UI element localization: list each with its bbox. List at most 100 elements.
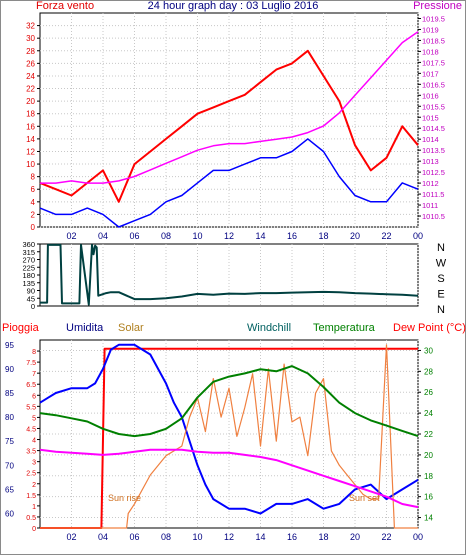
y-right-tick-label: 1018.5 xyxy=(422,36,445,45)
rain-tick-label: 2.5 xyxy=(26,471,36,478)
rain-tick-label: 1.5 xyxy=(26,493,36,500)
humidity-tick-label: 75 xyxy=(5,437,14,446)
x-tick-label: 14 xyxy=(255,231,265,241)
rain-tick-label: 3 xyxy=(32,460,36,467)
temp-tick-label: 18 xyxy=(424,472,433,481)
y-right-tick-label: 1015 xyxy=(422,113,439,122)
humidity-tick-label: 95 xyxy=(5,341,14,350)
direction-tick-label: 315 xyxy=(22,248,35,257)
legend-label: Pioggia xyxy=(2,322,40,334)
temp-tick-label: 14 xyxy=(424,514,433,523)
series-line-direzione xyxy=(40,243,419,306)
rain-tick-label: 6.5 xyxy=(26,382,36,389)
y-left-tick-label: 26 xyxy=(26,59,35,68)
temp-tick-label: 30 xyxy=(424,346,433,355)
series-line-solar xyxy=(40,344,418,529)
series-line-pressione xyxy=(40,31,419,184)
temp-tick-label: 16 xyxy=(424,493,433,502)
x-tick-label: 12 xyxy=(224,231,234,241)
x-tick-label: 12 xyxy=(224,532,234,542)
y-right-tick-label: 1013.5 xyxy=(422,146,445,155)
y-left-tick-label: 20 xyxy=(26,97,35,106)
y-left-tick-label: 16 xyxy=(26,122,35,131)
direction-tick-label: 180 xyxy=(22,271,35,280)
y-left-tick-label: 18 xyxy=(26,110,35,119)
y-right-tick-label: 1014 xyxy=(422,135,439,144)
humidity-tick-label: 70 xyxy=(5,461,14,470)
rain-tick-label: 8 xyxy=(32,349,36,356)
rain-tick-label: 2 xyxy=(32,482,36,489)
y-left-tick-label: 4 xyxy=(31,198,36,207)
y-left-tick-label: 30 xyxy=(26,34,35,43)
y-right-tick-label: 1018 xyxy=(422,47,439,56)
compass-label: S xyxy=(437,273,444,285)
temp-tick-label: 22 xyxy=(424,430,433,439)
y-left-tick-label: 6 xyxy=(31,185,36,194)
y-right-tick-label: 1011.5 xyxy=(422,190,444,199)
y-right-tick-label: 1019 xyxy=(422,25,439,34)
x-tick-label: 06 xyxy=(129,231,139,241)
y-left-tick-label: 10 xyxy=(26,160,35,169)
y-left-tick-label: 22 xyxy=(26,85,35,94)
direction-tick-label: 270 xyxy=(22,256,35,265)
rain-tick-label: 5.5 xyxy=(26,404,36,411)
rain-tick-label: 3.5 xyxy=(26,449,36,456)
y-right-tick-label: 1017 xyxy=(422,69,439,78)
x-tick-label: 06 xyxy=(129,532,139,542)
legend-label: Windchill xyxy=(247,322,291,334)
legend-label: Umidita xyxy=(66,322,104,334)
y-left-tick-label: 12 xyxy=(26,147,35,156)
x-tick-label: 00 xyxy=(413,532,423,542)
x-tick-label: 14 xyxy=(255,532,265,542)
humidity-tick-label: 65 xyxy=(5,485,14,494)
series-line-raffica xyxy=(39,49,419,203)
x-tick-label: 02 xyxy=(66,532,76,542)
direction-tick-label: 135 xyxy=(22,279,35,288)
y-left-tick-label: 32 xyxy=(26,22,35,31)
y-left-tick-label: 24 xyxy=(26,72,35,81)
left-axis-label: Forza vento xyxy=(36,0,94,12)
x-tick-label: 02 xyxy=(66,231,76,241)
y-left-tick-label: 14 xyxy=(26,135,35,144)
x-tick-label: 04 xyxy=(98,231,108,241)
humidity-tick-label: 90 xyxy=(5,365,14,374)
y-right-tick-label: 1014.5 xyxy=(422,124,445,133)
rain-tick-label: 7.5 xyxy=(26,360,36,367)
x-tick-label: 08 xyxy=(161,532,171,542)
x-tick-label: 20 xyxy=(350,532,360,542)
series-line-vento-medio xyxy=(39,138,419,228)
sunset-annotation: Sun set xyxy=(349,493,380,503)
x-tick-label: 22 xyxy=(381,532,391,542)
x-tick-label: 16 xyxy=(287,532,297,542)
rain-tick-label: 4.5 xyxy=(26,426,36,433)
wind-panel-border xyxy=(39,12,419,228)
y-right-tick-label: 1013 xyxy=(422,157,439,166)
temp-tick-label: 28 xyxy=(424,367,433,376)
y-right-tick-label: 1016.5 xyxy=(422,80,445,89)
legend-label: Temperatura xyxy=(313,322,376,334)
temp-tick-label: 26 xyxy=(424,388,433,397)
compass-label: W xyxy=(436,258,447,270)
sunrise-annotation: Sun rise xyxy=(108,493,141,503)
direction-tick-label: 225 xyxy=(22,263,35,272)
humidity-tick-label: 60 xyxy=(5,510,14,519)
legend-label: Dew Point (°C) xyxy=(393,322,466,334)
series-line-umidita xyxy=(39,343,419,515)
y-right-tick-label: 1010.5 xyxy=(422,212,445,221)
y-left-tick-label: 0 xyxy=(31,223,36,232)
y-left-tick-label: 28 xyxy=(26,47,35,56)
temp-tick-label: 24 xyxy=(424,409,433,418)
x-tick-label: 08 xyxy=(161,231,171,241)
direction-tick-label: 45 xyxy=(27,294,35,303)
y-right-tick-label: 1012 xyxy=(422,179,439,188)
direction-tick-label: 90 xyxy=(27,287,35,296)
right-axis-label: Pressione xyxy=(413,0,462,12)
y-right-tick-label: 1015.5 xyxy=(422,102,445,111)
rain-tick-label: 4 xyxy=(32,438,36,445)
series-line-temperatura xyxy=(39,365,419,438)
y-right-tick-label: 1011 xyxy=(422,201,438,210)
series-line-dew-point-c- xyxy=(39,448,419,509)
y-right-tick-label: 1012.5 xyxy=(422,168,445,177)
rain-tick-label: 1 xyxy=(32,504,36,511)
